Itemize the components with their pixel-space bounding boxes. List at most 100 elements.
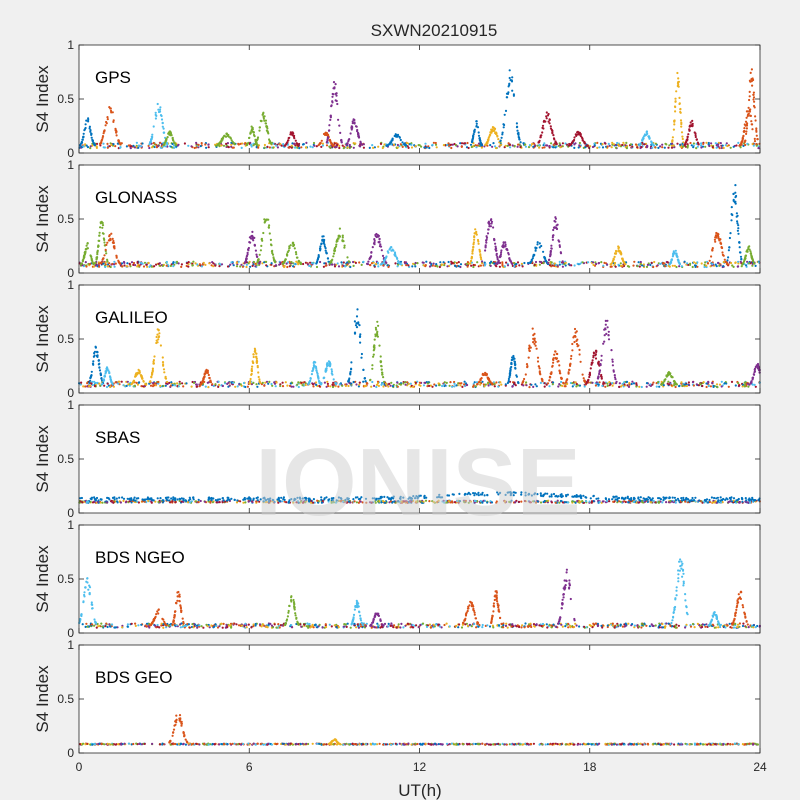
data-point: [732, 192, 735, 196]
data-point: [548, 385, 551, 388]
data-point: [214, 264, 217, 267]
data-point: [679, 119, 683, 122]
data-point: [263, 384, 266, 387]
data-point: [569, 357, 573, 360]
data-point: [459, 384, 462, 387]
data-point: [396, 143, 399, 147]
data-point: [249, 131, 252, 134]
data-point: [552, 234, 555, 237]
data-point: [536, 243, 539, 246]
data-point: [691, 122, 694, 125]
data-point: [528, 144, 532, 147]
data-point: [428, 384, 431, 387]
data-point: [479, 264, 482, 267]
data-point: [472, 133, 475, 136]
data-point: [396, 146, 399, 149]
data-point: [604, 142, 607, 145]
data-point: [564, 142, 567, 145]
data-point: [150, 375, 153, 378]
data-point: [631, 380, 634, 383]
data-point: [217, 380, 220, 383]
data-point: [428, 265, 432, 268]
data-point: [619, 250, 622, 253]
data-point: [755, 129, 758, 132]
data-point: [667, 380, 670, 383]
data-point: [341, 234, 344, 237]
data-point: [389, 247, 392, 250]
data-point: [214, 383, 217, 386]
data-point: [352, 264, 355, 267]
data-point: [314, 365, 317, 368]
data-point: [592, 354, 595, 357]
data-point: [263, 218, 266, 221]
data-point: [364, 384, 368, 387]
data-point: [333, 265, 337, 268]
data-point: [418, 144, 421, 147]
data-point: [86, 247, 89, 250]
data-point: [351, 120, 354, 123]
data-point: [87, 120, 90, 123]
data-point: [313, 144, 316, 147]
data-point: [509, 368, 512, 371]
data-point: [323, 238, 326, 242]
data-point: [108, 235, 111, 238]
data-point: [209, 381, 213, 384]
data-point: [575, 134, 578, 137]
data-point: [679, 110, 682, 114]
data-point: [97, 363, 100, 366]
data-point: [717, 237, 721, 240]
data-point: [226, 265, 230, 268]
data-point: [432, 141, 435, 144]
data-point: [737, 265, 740, 268]
data-point: [371, 144, 374, 147]
data-point: [312, 385, 315, 388]
data-point: [373, 239, 376, 242]
data-point: [294, 139, 297, 142]
data-point: [745, 130, 748, 133]
data-point: [296, 146, 299, 149]
data-point: [94, 345, 97, 348]
data-point: [245, 263, 248, 266]
data-point: [98, 234, 101, 237]
data-point: [747, 385, 750, 388]
data-point: [442, 261, 445, 264]
data-point: [757, 147, 760, 150]
data-point: [446, 265, 449, 268]
data-point: [618, 385, 621, 388]
data-point: [414, 145, 417, 148]
data-point: [343, 246, 346, 249]
data-point: [315, 262, 318, 265]
data-point: [730, 219, 733, 222]
data-point: [475, 122, 478, 125]
data-point: [247, 262, 250, 265]
data-point: [266, 145, 269, 148]
data-point: [524, 373, 527, 376]
data-point: [553, 353, 556, 356]
data-point: [347, 384, 350, 388]
data-point: [344, 265, 347, 268]
data-point: [513, 262, 516, 265]
data-point: [143, 261, 147, 264]
data-point: [663, 379, 666, 382]
data-point: [354, 324, 358, 327]
data-point: [470, 256, 473, 259]
data-point: [161, 361, 165, 364]
data-point: [745, 110, 749, 113]
data-point: [638, 385, 641, 388]
data-point: [754, 115, 757, 118]
data-point: [431, 264, 434, 267]
data-point: [558, 244, 561, 247]
data-point: [187, 261, 190, 264]
data-point: [96, 381, 99, 384]
data-point: [326, 136, 330, 139]
data-point: [156, 341, 159, 344]
data-point: [542, 250, 545, 253]
data-point: [544, 259, 547, 262]
data-point: [269, 243, 273, 246]
data-point: [686, 143, 689, 146]
data-point: [111, 382, 114, 385]
data-point: [614, 146, 618, 149]
data-point: [501, 262, 504, 266]
data-point: [350, 126, 353, 129]
